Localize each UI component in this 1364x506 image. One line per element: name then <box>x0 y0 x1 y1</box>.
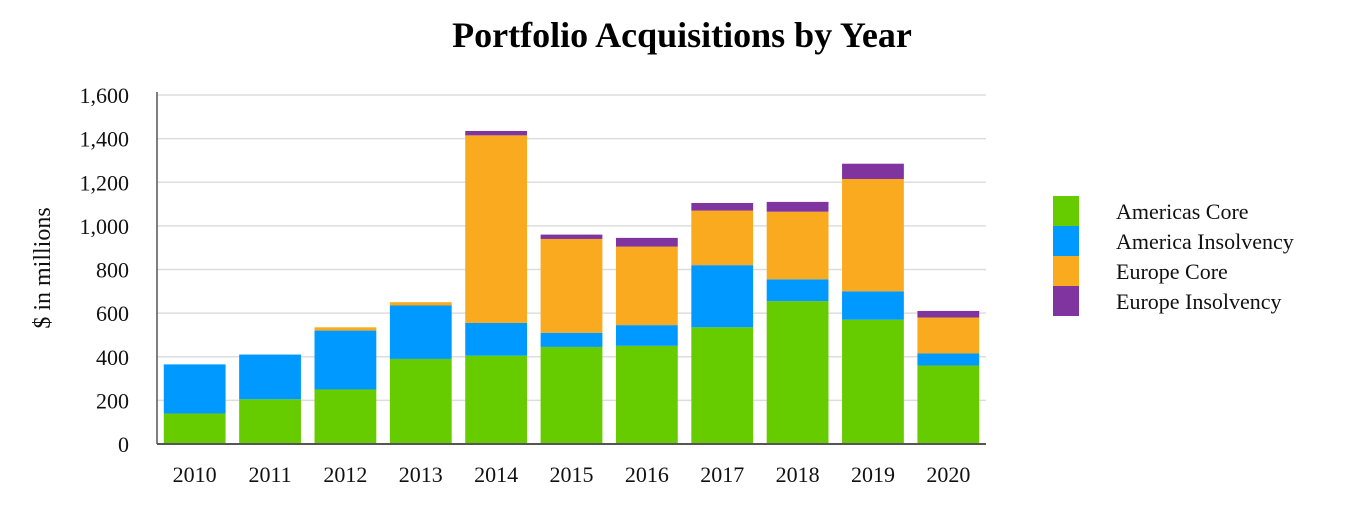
bar-segment-america-insolvency-2013 <box>389 305 452 359</box>
bar-segment-europe-core-2019 <box>842 178 904 292</box>
bar-segment-america-insolvency-2014 <box>465 322 528 356</box>
bar-segment-europe-core-2013 <box>389 302 452 306</box>
x-tick-label: 2016 <box>625 462 669 487</box>
bar-segment-americas-core-2019 <box>842 319 904 444</box>
bar-segment-america-insolvency-2010 <box>163 364 226 414</box>
x-tick-label: 2010 <box>173 462 217 487</box>
y-tick-label: 200 <box>96 388 129 413</box>
x-tick-labels: 2010 2011 2012 2013 2014 2015 2016 2017 2018 2019… <box>173 462 971 487</box>
bar-segment-americas-core-2016 <box>615 345 678 444</box>
y-tick-label: 600 <box>96 301 129 326</box>
y-tick-label: 1,000 <box>80 214 130 239</box>
x-tick-label: 2013 <box>399 462 443 487</box>
y-tick-label: 0 <box>118 432 129 457</box>
bar-segment-americas-core-2012 <box>314 389 377 444</box>
bar-segment-europe-insolvency-2014 <box>465 130 528 136</box>
x-tick-label: 2018 <box>776 462 820 487</box>
bar-segment-america-insolvency-2015 <box>540 332 603 347</box>
x-tick-label: 2020 <box>926 462 970 487</box>
bar-segment-europe-core-2014 <box>465 135 528 323</box>
x-tick-label: 2015 <box>550 462 594 487</box>
x-tick-label: 2011 <box>248 462 291 487</box>
bar-segment-europe-core-2017 <box>691 210 754 266</box>
bar-segment-europe-insolvency-2017 <box>691 202 754 211</box>
bar-segment-america-insolvency-2020 <box>917 353 980 366</box>
bar-segment-america-insolvency-2012 <box>314 330 377 390</box>
bar-segment-americas-core-2018 <box>766 301 829 444</box>
y-axis-label: $ in millions <box>30 207 56 328</box>
bar-segment-europe-insolvency-2018 <box>766 201 829 212</box>
bar-segment-americas-core-2010 <box>163 413 226 444</box>
axes <box>156 92 986 445</box>
y-tick-labels: 0 200 400 600 800 1,000 1,200 1,400 1,600 <box>80 83 130 457</box>
y-tick-label: 400 <box>96 345 129 370</box>
bar-segment-america-insolvency-2018 <box>766 279 829 302</box>
bar-segment-europe-core-2012 <box>314 327 377 331</box>
legend-swatch-america-insolvency <box>1053 226 1079 256</box>
legend-label: Americas Core <box>1116 199 1249 224</box>
bar-segment-europe-core-2016 <box>615 246 678 326</box>
bar-segment-europe-core-2015 <box>540 238 603 333</box>
bar-segment-america-insolvency-2011 <box>239 354 301 400</box>
bar-segment-america-insolvency-2019 <box>842 291 904 320</box>
y-tick-label: 1,400 <box>80 127 130 152</box>
y-tick-label: 1,600 <box>80 83 130 108</box>
bar-segment-americas-core-2017 <box>691 327 754 444</box>
legend-label: Europe Insolvency <box>1116 289 1282 314</box>
bar-segment-americas-core-2015 <box>540 346 603 444</box>
legend-swatch-europe-core <box>1053 256 1079 286</box>
x-tick-label: 2019 <box>851 462 895 487</box>
bar-segment-americas-core-2020 <box>917 365 980 444</box>
bar-segment-europe-insolvency-2019 <box>842 163 904 179</box>
y-tick-label: 800 <box>96 258 129 283</box>
x-tick-label: 2012 <box>323 462 367 487</box>
bar-segment-americas-core-2013 <box>389 358 452 444</box>
y-tick-label: 1,200 <box>80 170 130 195</box>
bar-segment-europe-insolvency-2015 <box>540 234 603 239</box>
x-tick-label: 2017 <box>700 462 744 487</box>
bar-segment-europe-insolvency-2016 <box>615 237 678 247</box>
bar-segment-europe-insolvency-2020 <box>917 310 980 318</box>
legend-swatch-europe-insolvency <box>1053 286 1079 316</box>
legend: Americas Core America Insolvency Europe Co… <box>1053 196 1294 316</box>
legend-label: America Insolvency <box>1116 229 1294 254</box>
x-tick-label: 2014 <box>474 462 518 487</box>
legend-label: Europe Core <box>1116 259 1228 284</box>
bar-segment-americas-core-2011 <box>239 399 301 444</box>
bar-segment-europe-core-2018 <box>766 211 829 280</box>
legend-swatch-americas-core <box>1053 196 1079 226</box>
bar-segment-america-insolvency-2017 <box>691 265 754 328</box>
chart-title: Portfolio Acquisitions by Year <box>452 15 912 55</box>
bars <box>163 130 980 444</box>
bar-segment-americas-core-2014 <box>465 355 528 444</box>
bar-segment-europe-core-2020 <box>917 317 980 354</box>
bar-segment-america-insolvency-2016 <box>615 325 678 346</box>
